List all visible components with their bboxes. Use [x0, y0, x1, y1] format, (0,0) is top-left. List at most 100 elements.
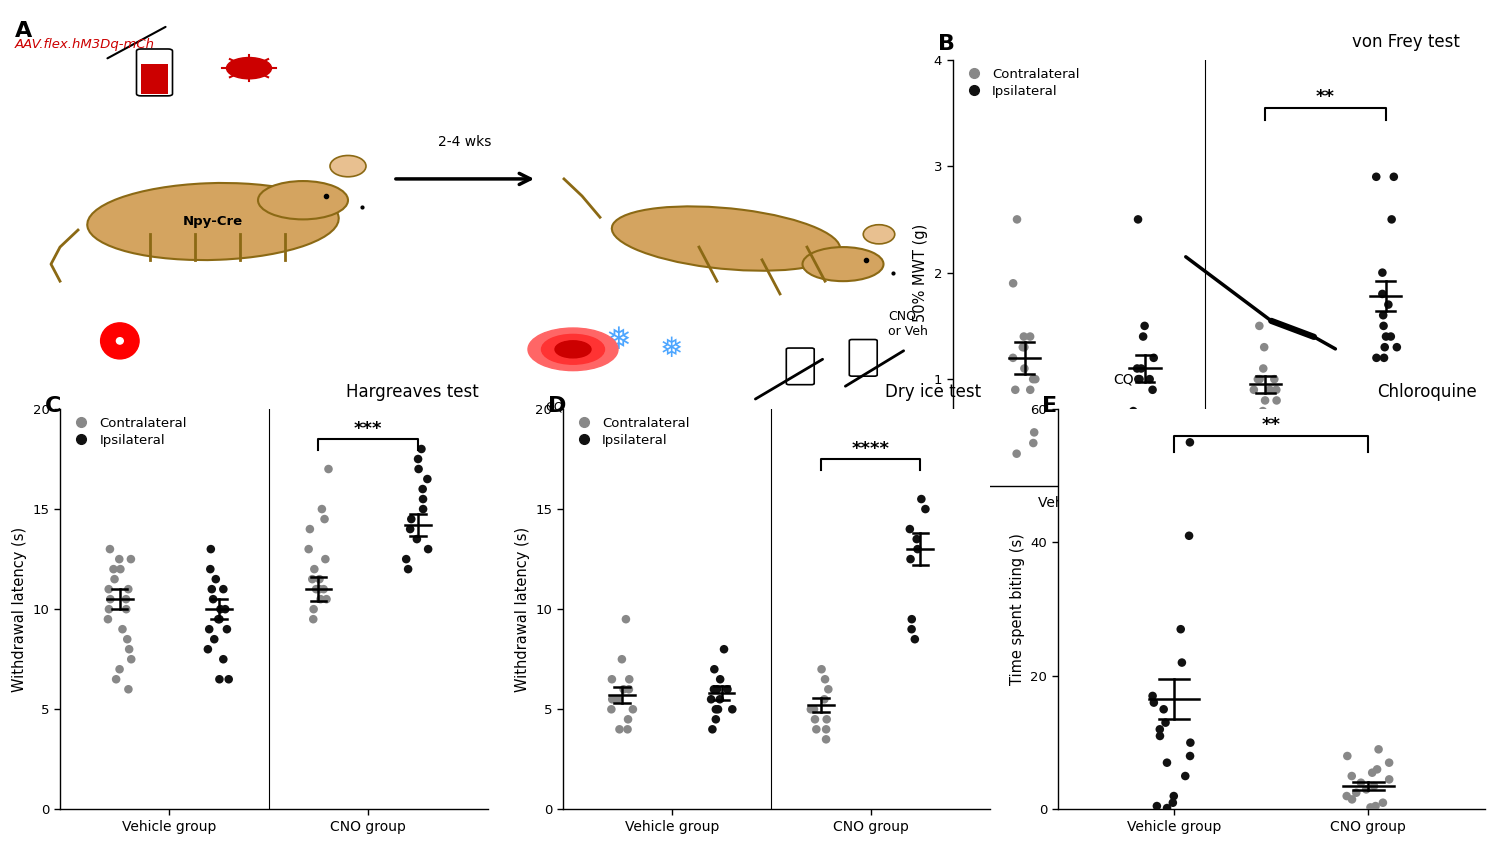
Point — [1013, 361, 1036, 375]
Point — [96, 583, 120, 596]
Point — [600, 702, 624, 716]
Point — [702, 663, 726, 676]
Point — [1371, 796, 1395, 809]
Point — [813, 693, 837, 706]
Point — [310, 502, 334, 515]
Point — [600, 693, 624, 706]
Point — [716, 682, 740, 696]
Point — [606, 693, 630, 706]
Point — [314, 552, 338, 566]
Text: Hargreaves test: Hargreaves test — [346, 383, 478, 401]
Point — [1130, 361, 1154, 375]
Point — [98, 542, 122, 556]
Text: ❅: ❅ — [606, 326, 631, 355]
Point — [1140, 425, 1164, 440]
Point — [702, 682, 726, 696]
Point — [411, 482, 435, 496]
Point — [1022, 425, 1046, 440]
Point — [1372, 341, 1396, 354]
Point — [308, 583, 332, 596]
Text: Dry ice test: Dry ice test — [885, 383, 981, 401]
Point — [708, 693, 732, 706]
Point — [1013, 330, 1036, 343]
Point — [1371, 287, 1395, 301]
Text: A: A — [15, 21, 33, 41]
Point — [1242, 383, 1266, 397]
Point — [1371, 266, 1395, 279]
Point — [900, 613, 924, 626]
Point — [1134, 415, 1158, 429]
Point — [618, 672, 642, 686]
Text: CNO
or Veh: CNO or Veh — [888, 310, 928, 337]
Point — [1251, 405, 1275, 418]
Point — [114, 592, 138, 606]
Point — [1126, 213, 1150, 227]
Point — [200, 583, 223, 596]
Point — [1022, 372, 1046, 386]
Text: CQ: CQ — [546, 400, 564, 413]
Point — [909, 492, 933, 506]
Point — [1152, 702, 1176, 716]
Point — [1178, 529, 1202, 543]
Point — [816, 682, 840, 696]
Point — [612, 682, 636, 696]
Ellipse shape — [258, 181, 348, 219]
Point — [906, 542, 930, 556]
Text: B: B — [938, 34, 954, 54]
Point — [96, 613, 120, 626]
Point — [1340, 769, 1364, 783]
Point — [1348, 776, 1372, 790]
Text: ****: **** — [852, 440, 889, 458]
Circle shape — [226, 58, 272, 78]
Point — [297, 542, 321, 556]
Point — [700, 722, 724, 736]
Point — [1374, 330, 1398, 343]
Point — [1004, 383, 1028, 397]
Point — [1142, 351, 1166, 365]
Point — [1258, 383, 1282, 397]
Point — [304, 583, 328, 596]
Point — [214, 622, 238, 636]
Legend: Contralateral, Ipsilateral: Contralateral, Ipsilateral — [66, 416, 189, 448]
Point — [621, 702, 645, 716]
Point — [1248, 320, 1272, 333]
Point — [207, 613, 231, 626]
Ellipse shape — [802, 247, 883, 281]
Point — [111, 622, 135, 636]
Point — [1335, 789, 1359, 803]
Point — [800, 702, 824, 716]
Point — [1128, 372, 1152, 386]
Point — [196, 642, 220, 656]
Point — [1359, 801, 1383, 815]
Point — [1140, 689, 1164, 703]
Point — [102, 573, 126, 586]
Point — [1140, 383, 1164, 397]
Circle shape — [114, 335, 126, 347]
Text: von Frey test: von Frey test — [1352, 33, 1460, 51]
Point — [1011, 341, 1035, 354]
Circle shape — [106, 329, 132, 353]
Point — [1372, 351, 1396, 365]
Text: E: E — [1042, 396, 1058, 416]
Point — [900, 622, 924, 636]
Point — [904, 532, 928, 546]
Text: **: ** — [1262, 416, 1281, 434]
Point — [118, 653, 142, 666]
Point — [303, 562, 327, 576]
Point — [802, 712, 826, 726]
Y-axis label: Time spent biting (s): Time spent biting (s) — [1010, 533, 1025, 685]
Point — [1364, 799, 1388, 813]
Bar — [141, 64, 168, 94]
Point — [1244, 415, 1268, 429]
Point — [1264, 394, 1288, 407]
Point — [1005, 213, 1029, 227]
Point — [312, 583, 336, 596]
Point — [98, 602, 122, 616]
Point — [416, 542, 440, 556]
Point — [1377, 756, 1401, 769]
Point — [1019, 383, 1042, 397]
Point — [815, 733, 839, 746]
Point — [614, 613, 638, 626]
Point — [1344, 786, 1368, 799]
Point — [1000, 351, 1024, 365]
